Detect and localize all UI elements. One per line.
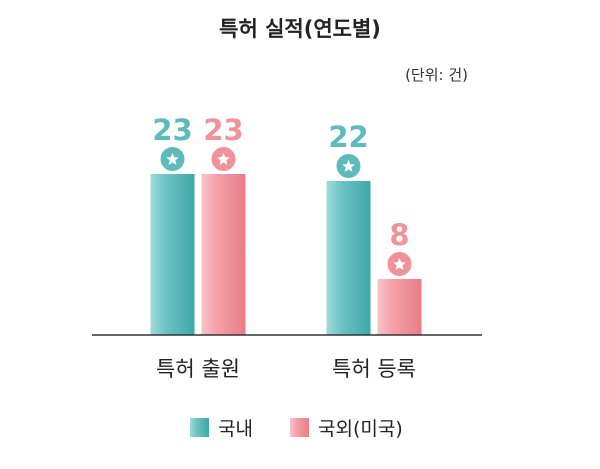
legend-label-0: 국내 bbox=[218, 418, 253, 440]
category-labels: 특허 출원 특허 등록 bbox=[156, 357, 416, 381]
value-label-series-0-cat-0: 23 bbox=[152, 113, 192, 147]
category-label-0: 특허 출원 bbox=[156, 357, 240, 381]
chart-title: 특허 실적(연도별) bbox=[219, 17, 381, 41]
star-icon bbox=[393, 257, 406, 270]
bar-series-1-cat-0 bbox=[201, 174, 246, 335]
value-label-series-1-cat-0: 23 bbox=[203, 113, 243, 147]
value-label-series-1-cat-1: 8 bbox=[389, 218, 409, 252]
legend: 국내 국외(미국) bbox=[190, 418, 403, 440]
star-icon bbox=[217, 152, 230, 165]
bars-layer: 23 23 22 8 bbox=[150, 113, 422, 335]
bar-series-0-cat-0 bbox=[150, 174, 195, 335]
bar-series-0-cat-1 bbox=[326, 181, 371, 335]
legend-swatch-0 bbox=[190, 418, 209, 437]
value-label-series-0-cat-1: 22 bbox=[328, 120, 368, 154]
star-icon bbox=[342, 159, 355, 172]
legend-swatch-1 bbox=[290, 418, 309, 437]
unit-label: (단위: 건) bbox=[405, 66, 468, 84]
bar-series-1-cat-1 bbox=[377, 279, 422, 335]
star-icon bbox=[166, 152, 179, 165]
category-label-1: 특허 등록 bbox=[332, 357, 416, 381]
legend-label-1: 국외(미국) bbox=[318, 418, 403, 440]
